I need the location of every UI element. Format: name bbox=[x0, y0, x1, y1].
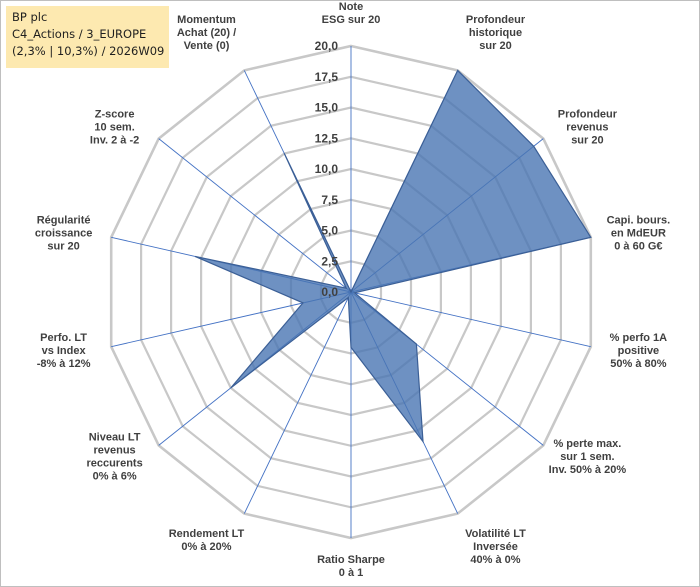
axis-spoke bbox=[243, 291, 352, 514]
axis-label: Profondeur historique sur 20 bbox=[466, 14, 526, 52]
axis-label-line: Note bbox=[339, 1, 363, 13]
axis-label-line: Capi. bours. bbox=[607, 215, 671, 227]
axis-spoke bbox=[158, 138, 352, 293]
axis-label-line: historique bbox=[469, 27, 522, 39]
axis-label-line: -8% à 12% bbox=[37, 358, 91, 370]
axis-label-line: Vente (0) bbox=[184, 40, 230, 52]
axis-label: Capi. bours. en MdEUR 0 à 60 G€ bbox=[607, 215, 671, 253]
axis-label-line: sur 1 sem. bbox=[560, 451, 614, 463]
company-name: BP plc bbox=[12, 10, 48, 24]
axis-label-line: 50% à 80% bbox=[610, 358, 666, 370]
axis-label-line: sur 20 bbox=[571, 135, 603, 147]
tick-label: 0,0 bbox=[321, 285, 338, 299]
axis-label: Volatilité LT Inversée 40% à 0% bbox=[465, 528, 526, 566]
axis-label-line: ESG sur 20 bbox=[322, 14, 381, 26]
axis-label-line: vs Index bbox=[42, 345, 87, 357]
axis-label: Niveau LT revenus reccurents 0% à 6% bbox=[86, 431, 142, 482]
axis-label: Momentum Achat (20) / Vente (0) bbox=[177, 14, 236, 52]
tick-label: 12,5 bbox=[315, 131, 339, 145]
radar-tick-labels: 0,0 2,5 5,0 7,5 10,0 12,5 15,0 17,5 20,0 bbox=[315, 39, 339, 299]
axis-label-line: revenus bbox=[93, 444, 135, 456]
axis-label-line: % perte max. bbox=[553, 438, 621, 450]
axis-label: Z-score 10 sem. Inv. 2 à -2 bbox=[90, 109, 139, 147]
axis-label-line: Volatilité LT bbox=[465, 528, 526, 540]
tick-label: 2,5 bbox=[321, 254, 338, 268]
axis-label-line: 0 à 1 bbox=[339, 567, 363, 579]
axis-label: % perfo 1A positive 50% à 80% bbox=[610, 332, 668, 370]
axis-label-line: Niveau LT bbox=[89, 431, 141, 443]
axis-label: Perfo. LT vs Index -8% à 12% bbox=[37, 332, 91, 370]
tick-label: 20,0 bbox=[315, 39, 339, 53]
axis-label-line: sur 20 bbox=[479, 40, 511, 52]
axis-label-line: Achat (20) / bbox=[177, 27, 236, 39]
tick-label: 7,5 bbox=[321, 193, 338, 207]
stats-line: (2,3% | 10,3%) / 2026W09 bbox=[12, 44, 165, 58]
tick-label: 5,0 bbox=[321, 224, 338, 238]
info-box: BP plc C4_Actions / 3_EUROPE (2,3% | 10,… bbox=[6, 6, 169, 68]
axis-label-line: 40% à 0% bbox=[470, 554, 520, 566]
axis-label-line: Régularité bbox=[37, 215, 91, 227]
axis-label-line: Perfo. LT bbox=[40, 332, 87, 344]
axis-label-line: sur 20 bbox=[47, 241, 79, 253]
axis-label-line: Inv. 50% à 20% bbox=[549, 464, 627, 476]
axis-label-line: Profondeur bbox=[466, 14, 526, 26]
axis-label-line: revenus bbox=[566, 122, 608, 134]
axis-label-line: Inv. 2 à -2 bbox=[90, 135, 139, 147]
axis-label: % perte max. sur 1 sem. Inv. 50% à 20% bbox=[549, 438, 627, 476]
axis-label-line: Z-score bbox=[95, 109, 135, 121]
axis-label-line: 0 à 60 G€ bbox=[614, 241, 662, 253]
axis-label: Note ESG sur 20 bbox=[322, 1, 381, 26]
axis-spoke bbox=[350, 291, 591, 348]
axis-label-line: croissance bbox=[35, 228, 92, 240]
axis-label-line: Ratio Sharpe bbox=[317, 554, 385, 566]
tick-label: 10,0 bbox=[315, 162, 339, 176]
axis-label-line: Profondeur bbox=[558, 109, 618, 121]
radar-axis-labels: Note ESG sur 20 Profondeur historique sur 20… bbox=[35, 1, 670, 579]
group-name: C4_Actions / 3_EUROPE bbox=[12, 27, 147, 41]
axis-label: Profondeur revenus sur 20 bbox=[558, 109, 618, 147]
axis-label-line: en MdEUR bbox=[611, 228, 666, 240]
radar-series bbox=[194, 69, 592, 444]
axis-label-line: positive bbox=[618, 345, 660, 357]
axis-label-line: 0% à 20% bbox=[181, 541, 231, 553]
axis-label-line: Inversée bbox=[473, 541, 518, 553]
tick-label: 15,0 bbox=[315, 101, 339, 115]
axis-label: Rendement LT 0% à 20% bbox=[169, 528, 245, 553]
tick-label: 17,5 bbox=[315, 70, 339, 84]
axis-label: Ratio Sharpe 0 à 1 bbox=[317, 554, 385, 579]
axis-label-line: 0% à 6% bbox=[93, 470, 137, 482]
axis-label-line: % perfo 1A bbox=[610, 332, 668, 344]
axis-label: Régularité croissance sur 20 bbox=[35, 215, 92, 253]
axis-label-line: Momentum bbox=[177, 14, 236, 26]
axis-label-line: 10 sem. bbox=[94, 122, 134, 134]
axis-label-line: Rendement LT bbox=[169, 528, 245, 540]
axis-label-line: reccurents bbox=[86, 457, 142, 469]
